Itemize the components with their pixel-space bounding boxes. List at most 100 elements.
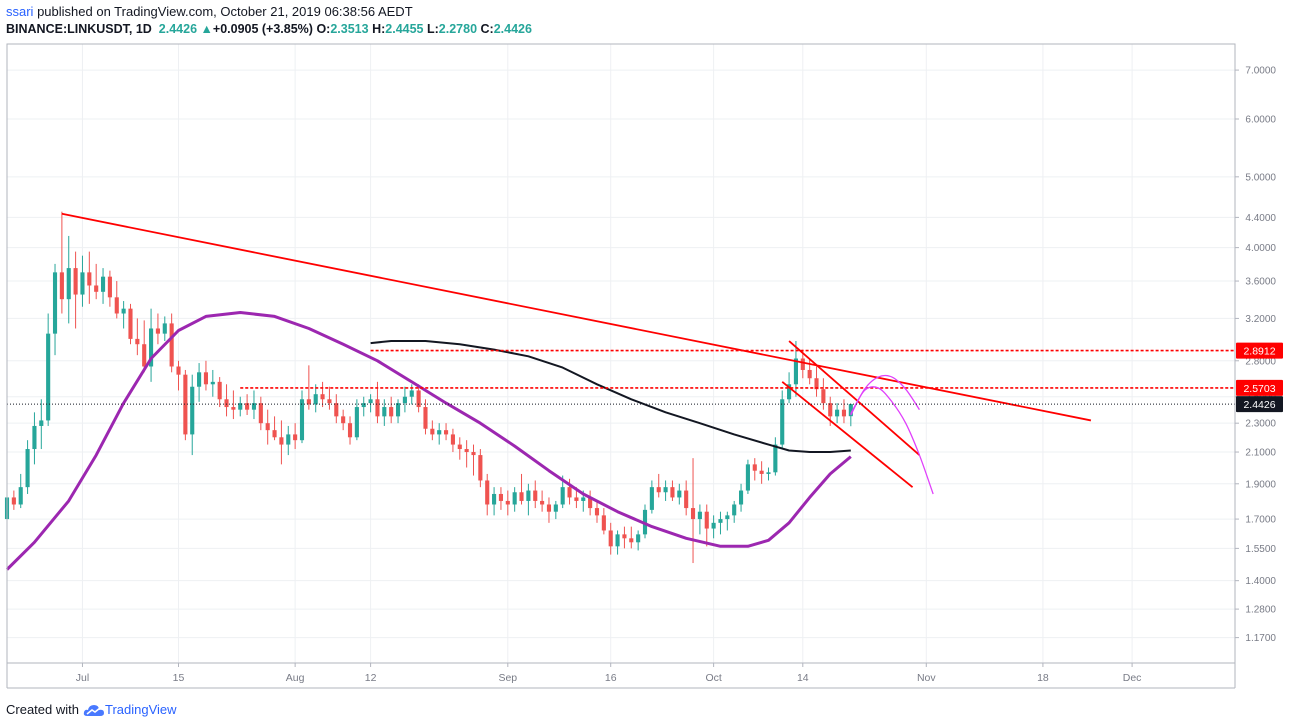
candle <box>73 251 78 329</box>
candle-body <box>210 381 215 385</box>
candle <box>251 390 257 420</box>
candle <box>183 369 188 441</box>
candle-body <box>814 378 819 390</box>
candle-body <box>341 416 346 424</box>
candle-body <box>313 394 318 405</box>
candle-body <box>766 472 771 474</box>
candle-body <box>39 420 44 426</box>
candle-body <box>718 519 723 523</box>
candle <box>135 318 140 356</box>
publish-text: published on TradingView.com, October 21… <box>37 4 413 19</box>
candle <box>66 235 71 324</box>
candle <box>697 504 702 535</box>
candle-body <box>245 403 250 410</box>
candle-body <box>382 407 387 417</box>
candle <box>498 487 504 510</box>
y-tick-label: 3.6000 <box>1245 277 1276 288</box>
candle <box>540 490 545 512</box>
candle-body <box>395 403 401 417</box>
candle <box>375 381 380 424</box>
y-tick-label: 1.1700 <box>1245 633 1276 644</box>
candle <box>485 473 490 516</box>
candle <box>382 399 387 426</box>
candle-body <box>533 490 538 501</box>
trend-line[interactable] <box>788 340 921 456</box>
candle-body <box>464 449 469 453</box>
candle <box>704 504 709 547</box>
candle <box>52 263 58 356</box>
candle-body <box>656 487 661 493</box>
candle-body <box>190 386 195 435</box>
candle <box>100 268 106 304</box>
candle <box>320 381 325 408</box>
candle-body <box>684 490 689 509</box>
trend-line[interactable] <box>61 212 1092 422</box>
candle <box>450 428 455 453</box>
y-tick-label: 1.4000 <box>1245 576 1276 587</box>
candle-body <box>807 369 812 379</box>
open-value: 2.3513 <box>330 22 369 36</box>
candle-body <box>128 308 133 339</box>
candle-body <box>773 444 778 473</box>
candle-body <box>327 399 332 404</box>
price-label-bg <box>1236 342 1283 359</box>
candle <box>457 437 462 460</box>
candle-body <box>471 452 476 456</box>
candle-body <box>347 423 353 438</box>
candle-body <box>149 328 154 367</box>
price-label-last: 2.4426 <box>1236 396 1283 413</box>
author-link[interactable]: ssari <box>6 4 34 19</box>
candle <box>821 378 826 410</box>
candle-body <box>780 399 785 445</box>
candle-body <box>361 403 366 408</box>
candle-body <box>670 487 675 498</box>
candle <box>773 437 778 476</box>
candle-body <box>183 374 188 435</box>
candle-body <box>52 272 58 334</box>
candle <box>615 530 620 555</box>
high-value: 2.4455 <box>385 22 424 36</box>
candle-body <box>423 407 428 429</box>
candle <box>245 394 250 416</box>
grid <box>7 44 1235 663</box>
price-label-text: 2.4426 <box>1243 399 1275 411</box>
symbol-label: BINANCE:LINKUSDT, 1D <box>6 22 152 36</box>
candle <box>402 386 407 413</box>
y-tick-label: 2.8000 <box>1245 356 1276 367</box>
candle-body <box>46 333 51 421</box>
candle-body <box>107 276 112 298</box>
trend-line[interactable] <box>781 381 914 488</box>
candle <box>286 425 291 456</box>
candle <box>684 480 689 516</box>
candle <box>444 423 449 441</box>
candle-body <box>32 425 37 450</box>
high-label: H: <box>372 22 386 36</box>
candle-body <box>354 407 359 438</box>
candle <box>670 480 675 501</box>
candle-body <box>848 404 853 417</box>
candle <box>471 444 476 476</box>
candle <box>766 467 771 481</box>
ma-fast-line <box>370 340 851 453</box>
candle-body <box>306 399 311 405</box>
last-price: 2.4426 <box>158 22 198 36</box>
candle-body <box>25 449 30 488</box>
candle-body <box>711 522 716 529</box>
candle-body <box>224 399 229 408</box>
candle-body <box>279 437 284 445</box>
candle-body <box>697 511 702 520</box>
candle <box>546 497 552 523</box>
tradingview-logo[interactable]: TradingView <box>83 702 177 717</box>
candle-body <box>759 470 764 474</box>
candle <box>656 473 661 498</box>
candle <box>121 301 126 329</box>
candle <box>519 473 524 505</box>
up-arrow-icon: ▲ <box>200 22 213 36</box>
candle-body <box>238 403 243 410</box>
candle <box>39 399 44 450</box>
candle-body <box>59 272 64 300</box>
candle <box>601 508 606 535</box>
projection-curve[interactable] <box>850 386 934 495</box>
y-tick-label: 6.0000 <box>1245 114 1276 125</box>
